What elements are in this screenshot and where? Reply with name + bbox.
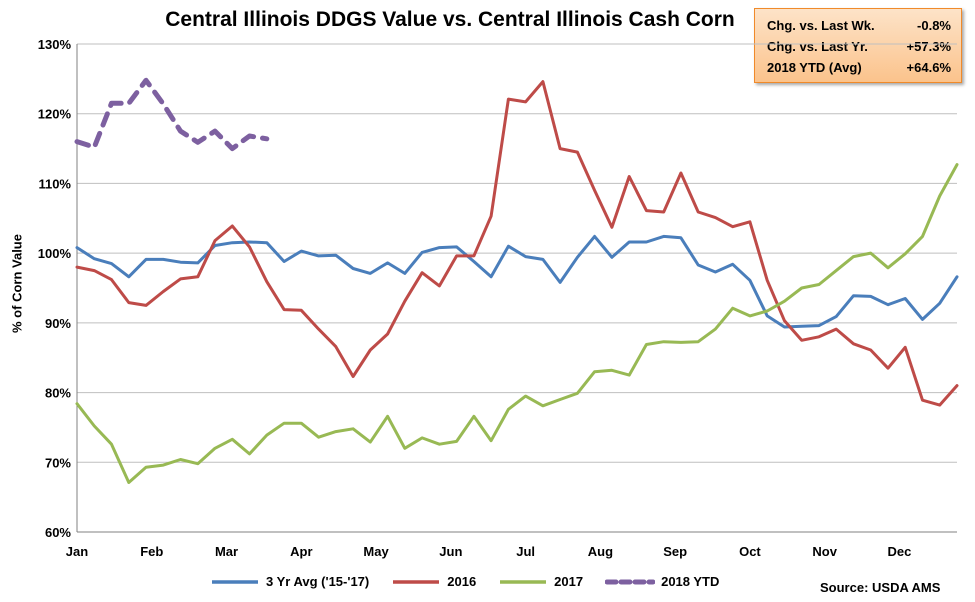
chart-title: Central Illinois DDGS Value vs. Central … xyxy=(165,8,735,31)
series-line-1 xyxy=(75,80,959,407)
x-tick-label: Jun xyxy=(439,544,462,559)
source-note: Source: USDA AMS xyxy=(820,580,941,595)
x-tick-label: Jan xyxy=(66,544,88,559)
y-tick-label: 110% xyxy=(38,176,71,191)
legend-swatch xyxy=(500,579,547,584)
x-tick-label: Dec xyxy=(888,544,912,559)
stat-row-ytd: 2018 YTD (Avg) +64.6% xyxy=(767,57,951,78)
legend-label: 2018 YTD xyxy=(661,574,720,589)
y-tick-label: 90% xyxy=(45,316,71,331)
stat-value: +64.6% xyxy=(906,60,951,75)
legend: 3 Yr Avg ('15-'17) 2016 2017 2018 YTD xyxy=(210,574,741,589)
legend-swatch xyxy=(212,579,258,584)
x-tick-label: Apr xyxy=(290,544,312,559)
y-tick-label: 120% xyxy=(38,107,72,122)
y-tick-label: 80% xyxy=(45,386,71,401)
series-line-3 xyxy=(74,77,270,152)
x-tick-label: Feb xyxy=(140,544,163,559)
stats-box: Chg. vs. Last Wk. -0.8% Chg. vs. Last Yr… xyxy=(754,8,962,83)
y-tick-labels: 60% 70% 80% 90% 100% 110% 120% 130% xyxy=(38,37,72,540)
legend-item-3yr-avg: 3 Yr Avg ('15-'17) xyxy=(210,574,369,589)
stat-label: Chg. vs. Last Wk. xyxy=(767,18,875,33)
x-tick-labels: Jan Feb Mar Apr May Jun Jul Aug Sep Oct Nov Dec xyxy=(66,544,912,559)
gridlines xyxy=(76,43,957,533)
x-tick-label: Mar xyxy=(215,544,238,559)
y-tick-label: 60% xyxy=(45,525,71,540)
legend-label: 2016 xyxy=(447,574,477,589)
y-tick-label: 70% xyxy=(45,455,71,470)
legend-swatch xyxy=(393,579,440,584)
stat-row-week: Chg. vs. Last Wk. -0.8% xyxy=(767,15,951,36)
stat-value: -0.8% xyxy=(917,18,951,33)
stat-label: Chg. vs. Last Yr. xyxy=(767,39,868,54)
legend-label: 2017 xyxy=(554,574,584,589)
y-tick-label: 100% xyxy=(38,246,72,261)
stat-value: +57.3% xyxy=(906,39,951,54)
legend-item-2016: 2016 xyxy=(391,574,476,589)
stat-row-year: Chg. vs. Last Yr. +57.3% xyxy=(767,36,951,57)
legend-label: 3 Yr Avg ('15-'17) xyxy=(266,574,370,589)
x-tick-label: Oct xyxy=(739,544,761,559)
x-tick-label: May xyxy=(363,544,389,559)
legend-item-2018-ytd: 2018 YTD xyxy=(605,574,719,589)
series-line-0 xyxy=(75,234,959,329)
y-tick-label: 130% xyxy=(38,37,72,52)
legend-item-2017: 2017 xyxy=(498,574,583,589)
x-tick-label: Aug xyxy=(588,544,613,559)
legend-swatch xyxy=(605,579,656,584)
x-tick-label: Nov xyxy=(812,544,837,559)
series-lines xyxy=(74,77,959,484)
x-tick-label: Sep xyxy=(663,544,687,559)
series-line-2 xyxy=(75,163,959,484)
x-tick-label: Jul xyxy=(516,544,535,559)
stat-label: 2018 YTD (Avg) xyxy=(767,60,862,75)
